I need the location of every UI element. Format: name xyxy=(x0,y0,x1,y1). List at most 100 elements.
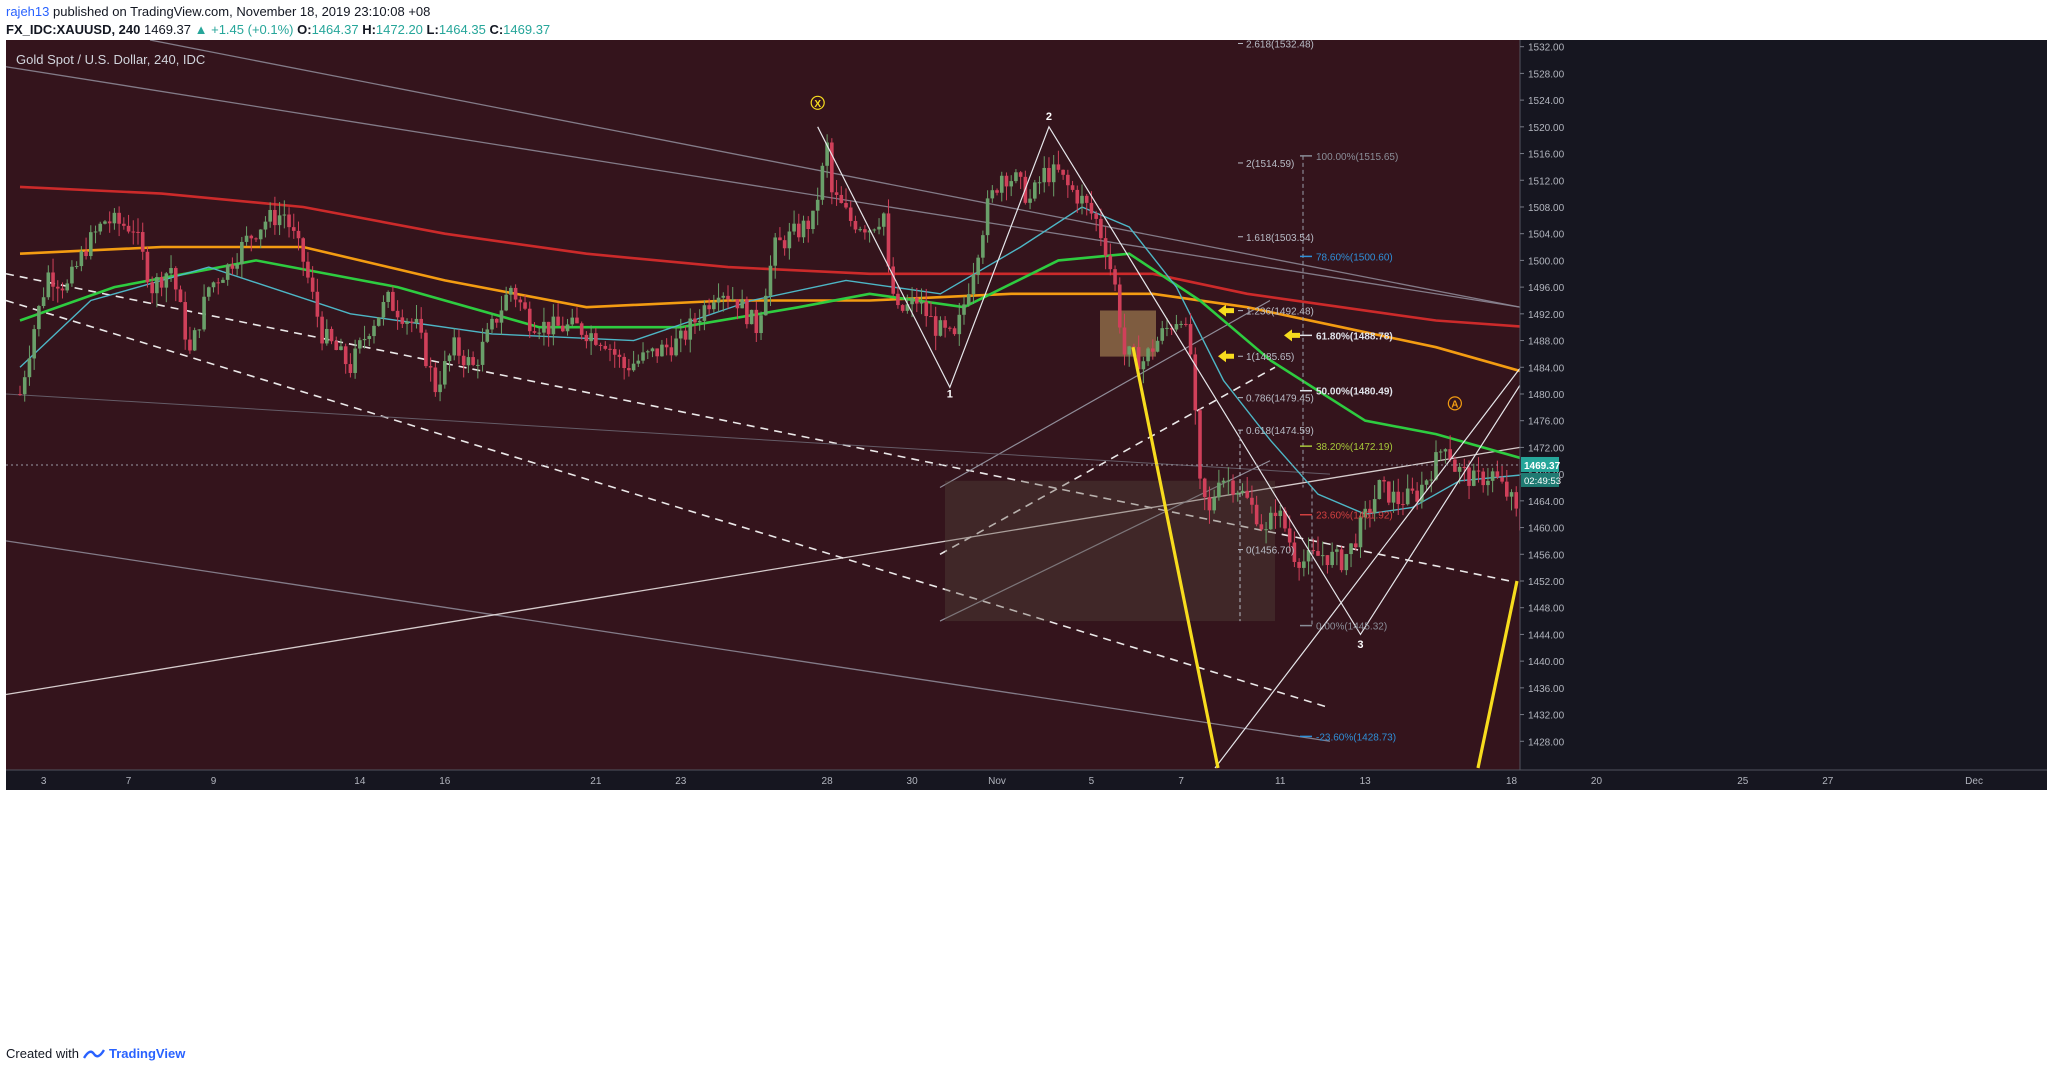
candle-body-226 xyxy=(1084,195,1089,203)
candle-body-43 xyxy=(221,279,225,283)
candle-body-118 xyxy=(575,317,579,324)
candle-body-162 xyxy=(782,240,787,249)
candle-body-61 xyxy=(306,261,310,278)
candle-body-217 xyxy=(1042,167,1047,183)
candle-body-206 xyxy=(990,190,995,199)
close-value: 1469.37 xyxy=(503,22,551,37)
candle-body-168 xyxy=(811,210,815,230)
candle-body-239 xyxy=(1146,348,1150,362)
candle-body-142 xyxy=(688,318,693,340)
author-name[interactable]: rajeh13 xyxy=(6,4,50,19)
candle-body-139 xyxy=(674,338,678,356)
arrow-left-icon-0 xyxy=(1218,304,1234,317)
trendline-8 xyxy=(939,299,1271,489)
candle-body-251 xyxy=(1202,478,1207,498)
x-tick-label-15: 20 xyxy=(1591,776,1603,787)
moving-average-line-3 xyxy=(19,206,1531,515)
fib-ext-label-1: 2(1514.59) xyxy=(1246,159,1294,170)
trendline-6 xyxy=(5,446,1521,696)
candle-body-121 xyxy=(589,333,593,342)
candle-body-230 xyxy=(1103,238,1108,256)
candle-body-195 xyxy=(938,320,943,336)
candle-body-60 xyxy=(301,238,305,262)
abc-zone xyxy=(945,480,1275,622)
y-tick-label-21: 1512.00 xyxy=(1528,176,1565,187)
chart-area[interactable]: X2134ABC 2.618(1532.48)2(1514.59)1.618(1… xyxy=(0,39,2053,1040)
candle-body-158 xyxy=(763,295,768,316)
candle-body-105 xyxy=(513,287,518,300)
fib-ret-label-6: 0.00%(1445.32) xyxy=(1316,622,1387,633)
candle-body-3 xyxy=(32,329,36,359)
y-tick-label-4: 1444.00 xyxy=(1528,630,1565,641)
candle-body-242 xyxy=(1160,328,1165,341)
candle-body-104 xyxy=(509,287,513,295)
candle-body-147 xyxy=(712,302,716,310)
candle-body-287 xyxy=(1372,499,1377,513)
candle-body-196 xyxy=(943,320,947,328)
candle-body-200 xyxy=(962,304,966,315)
candle-body-46 xyxy=(235,264,239,269)
footer: Created with TradingView xyxy=(6,1046,185,1061)
y-tick-label-17: 1496.00 xyxy=(1528,283,1565,294)
fib-ret-label-2: 61.80%(1488.78) xyxy=(1316,331,1393,342)
candle-body-20 xyxy=(112,212,117,224)
price-chart[interactable]: X2134ABC 2.618(1532.48)2(1514.59)1.618(1… xyxy=(0,39,2053,1040)
candle-body-183 xyxy=(881,213,886,227)
moving-average-line-0 xyxy=(19,185,1531,329)
candle-body-19 xyxy=(107,221,112,224)
candle-body-9 xyxy=(60,288,65,291)
y-tick-label-13: 1480.00 xyxy=(1528,390,1565,401)
candle-body-182 xyxy=(877,226,881,230)
candle-body-1 xyxy=(22,377,27,395)
candle-body-123 xyxy=(598,344,603,346)
candle-body-112 xyxy=(546,321,551,335)
brand-name[interactable]: TradingView xyxy=(108,1046,186,1061)
candle-body-39 xyxy=(202,296,206,330)
x-tick-label-0: 3 xyxy=(41,776,47,787)
candle-body-160 xyxy=(773,237,777,266)
candle-body-122 xyxy=(594,333,598,345)
candle-body-202 xyxy=(971,274,976,295)
candle-body-98 xyxy=(480,341,485,365)
candle-body-312 xyxy=(1490,471,1495,481)
y-tick-label-26: 1532.00 xyxy=(1528,43,1565,54)
candle-body-101 xyxy=(494,318,499,323)
candle-body-78 xyxy=(386,291,390,302)
candle-body-63 xyxy=(315,291,320,317)
wave-label-1: 2 xyxy=(1046,111,1052,123)
candle-body-8 xyxy=(55,286,60,289)
candle-body-77 xyxy=(381,301,386,318)
candle-body-76 xyxy=(376,317,381,326)
candle-body-171 xyxy=(825,142,829,166)
publish-info: rajeh13 published on TradingView.com, No… xyxy=(6,4,430,19)
candle-body-79 xyxy=(391,291,395,311)
candle-body-271 xyxy=(1297,561,1301,568)
candle-body-24 xyxy=(131,231,136,233)
candle-body-294 xyxy=(1405,488,1410,505)
wave-label-circle-5 xyxy=(1447,396,1462,411)
candle-body-15 xyxy=(89,232,93,257)
candle-body-190 xyxy=(915,297,919,304)
candle-body-41 xyxy=(211,282,216,288)
candle-body-170 xyxy=(820,165,825,200)
candle-body-52 xyxy=(263,221,268,230)
x-tick-label-18: Dec xyxy=(1965,776,1983,787)
candle-body-237 xyxy=(1136,347,1141,370)
candle-body-253 xyxy=(1212,497,1216,511)
candle-body-32 xyxy=(169,268,173,274)
projection-down-line xyxy=(1131,346,1220,769)
candle-body-83 xyxy=(409,321,414,323)
candle-body-133 xyxy=(645,351,650,353)
x-tick-label-1: 7 xyxy=(126,776,132,787)
candle-body-40 xyxy=(207,287,211,297)
candle-body-67 xyxy=(334,341,339,350)
candle-body-214 xyxy=(1028,198,1032,203)
x-tick-label-8: 30 xyxy=(907,776,919,787)
candle-body-280 xyxy=(1339,549,1344,571)
candle-body-243 xyxy=(1165,327,1169,329)
candle-body-90 xyxy=(443,361,447,385)
fib-ret-label-1: 78.60%(1500.60) xyxy=(1316,252,1393,263)
candle-body-149 xyxy=(721,295,726,298)
candle-body-110 xyxy=(537,332,541,334)
candle-body-13 xyxy=(79,251,84,267)
